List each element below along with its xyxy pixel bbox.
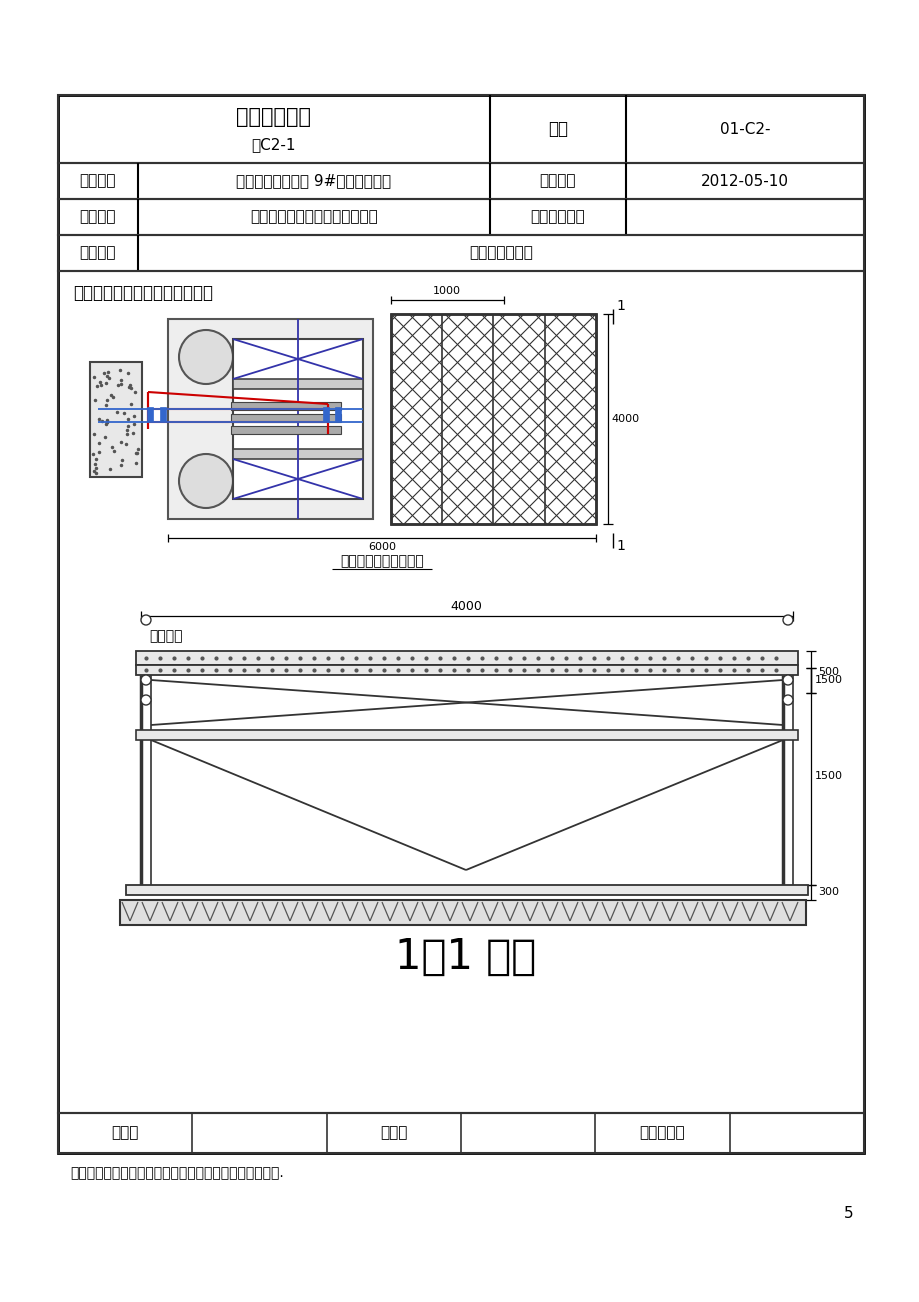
Text: 交底日期: 交底日期 [539, 173, 575, 189]
Text: 1500: 1500 [814, 771, 842, 781]
Text: 交底提要: 交底提要 [80, 246, 116, 260]
Circle shape [782, 674, 792, 685]
Circle shape [179, 454, 233, 508]
Bar [58, 163, 863, 199]
Circle shape [141, 615, 151, 625]
Text: 工程名称: 工程名称 [80, 173, 116, 189]
Circle shape [782, 615, 792, 625]
Text: 外电梯施工交底: 外电梯施工交底 [469, 246, 532, 260]
Text: 满铺木板: 满铺木板 [149, 629, 182, 643]
Circle shape [141, 674, 151, 685]
Bar [136, 665, 797, 674]
Bar [147, 408, 153, 421]
Text: 1000: 1000 [432, 286, 460, 296]
Bar [391, 314, 596, 523]
Bar [136, 651, 797, 665]
Text: 施工单位: 施工单位 [80, 210, 116, 224]
Bar [58, 199, 863, 234]
Bar [58, 271, 863, 1113]
Text: 4000: 4000 [611, 414, 640, 424]
Text: 编号: 编号 [548, 120, 567, 138]
Bar [391, 314, 596, 523]
Text: 6000: 6000 [368, 542, 395, 552]
Text: 表C2-1: 表C2-1 [252, 138, 296, 152]
Bar [58, 95, 863, 163]
Text: 海怡庄园住宅小区 9#住宅楼等２项: 海怡庄园住宅小区 9#住宅楼等２项 [236, 173, 391, 189]
Text: 1: 1 [616, 299, 625, 312]
Bar [391, 314, 596, 523]
Bar [58, 234, 863, 271]
Text: 1－1 剖面: 1－1 剖面 [395, 936, 536, 978]
Bar [58, 1113, 863, 1154]
Text: 5: 5 [844, 1206, 853, 1220]
Bar [58, 95, 863, 1154]
Text: 300: 300 [818, 887, 839, 897]
Text: 北京城建五公司海怡庄园项目部: 北京城建五公司海怡庄园项目部 [250, 210, 378, 224]
Text: 本表由施工单位填写，交底单位与接受交底单位各存一份.: 本表由施工单位填写，交底单位与接受交底单位各存一份. [70, 1167, 283, 1180]
Bar [323, 408, 329, 421]
Bar [160, 408, 165, 421]
Bar [233, 339, 363, 499]
Text: 1500: 1500 [814, 674, 842, 685]
Text: 审核人: 审核人 [111, 1125, 139, 1141]
Bar [136, 730, 797, 740]
Circle shape [179, 329, 233, 384]
Circle shape [782, 695, 792, 704]
Text: 500: 500 [818, 667, 839, 677]
Bar [231, 426, 341, 434]
Bar [233, 449, 363, 460]
Text: 1: 1 [616, 539, 625, 553]
Bar [231, 402, 341, 410]
Text: 电梯护头棚位置示意图: 电梯护头棚位置示意图 [340, 553, 424, 568]
Bar [168, 319, 372, 519]
Bar [119, 900, 805, 924]
Bar [233, 379, 363, 389]
Text: 2012-05-10: 2012-05-10 [700, 173, 789, 189]
Bar [335, 408, 341, 421]
Text: 接受交底人: 接受交底人 [639, 1125, 685, 1141]
Text: 分项工程名称: 分项工程名称 [530, 210, 584, 224]
Text: 交底人: 交底人 [380, 1125, 407, 1141]
Text: 4000: 4000 [449, 599, 482, 612]
Text: 01-C2-: 01-C2- [719, 121, 769, 137]
Bar [90, 362, 142, 477]
Bar [231, 414, 341, 422]
Text: 技术交底记录: 技术交底记录 [236, 107, 312, 128]
Circle shape [141, 695, 151, 704]
Bar [126, 885, 807, 894]
Text: 交底内容：防护棚搭设图如下：: 交底内容：防护棚搭设图如下： [73, 284, 213, 302]
